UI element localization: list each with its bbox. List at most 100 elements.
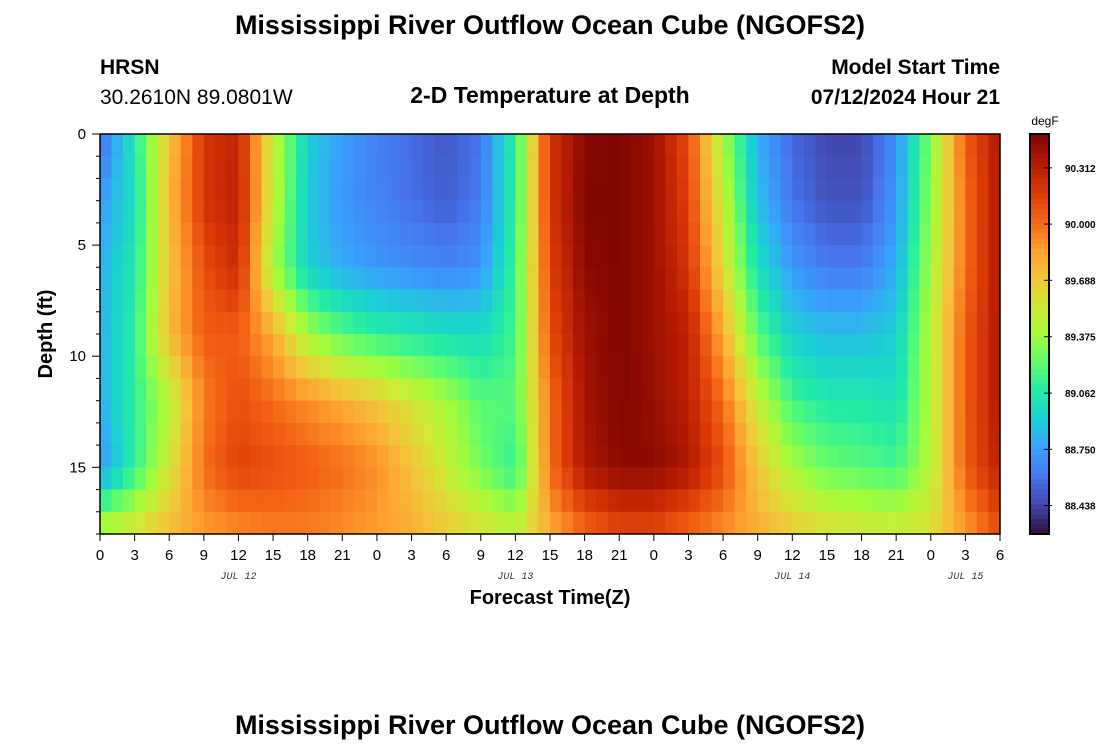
heatmap-cell: [400, 222, 413, 246]
heatmap-cell: [169, 489, 182, 513]
heatmap-cell: [134, 245, 147, 268]
heatmap-cell: [642, 267, 655, 291]
heatmap-cell: [930, 156, 943, 180]
heatmap-cell: [480, 156, 493, 180]
heatmap-cell: [192, 378, 205, 402]
heatmap-cell: [319, 445, 332, 468]
heatmap-cell: [434, 445, 447, 468]
heatmap-cell: [826, 334, 840, 357]
x-tick-label: 9: [200, 547, 208, 564]
heatmap-cell: [642, 378, 655, 402]
heatmap-cell: [238, 289, 251, 313]
heatmap-cell: [919, 245, 932, 268]
heatmap-cell: [296, 222, 309, 246]
heatmap-cell: [203, 222, 216, 246]
heatmap-cell: [942, 467, 955, 491]
heatmap-cell: [180, 467, 193, 491]
heatmap-cell: [515, 467, 528, 491]
heatmap-cell: [815, 222, 828, 246]
heatmap-cell: [503, 222, 516, 246]
heatmap-cell: [838, 289, 851, 313]
heatmap-cell: [134, 400, 147, 424]
heatmap-cell: [273, 200, 286, 224]
x-tick-label: 18: [853, 547, 870, 564]
heatmap-cell: [907, 311, 920, 335]
x-tick-label: 6: [165, 547, 173, 564]
heatmap-cell: [653, 334, 666, 357]
heatmap-cell: [215, 245, 228, 268]
heatmap-cell: [942, 378, 955, 402]
heatmap-cell: [607, 422, 620, 446]
heatmap-cell: [953, 178, 966, 202]
heatmap-cell: [919, 178, 932, 202]
heatmap-cell: [942, 311, 955, 335]
heatmap-cell: [388, 134, 401, 157]
heatmap-cell: [203, 378, 216, 402]
heatmap-cell: [457, 134, 470, 157]
heatmap-cell: [930, 222, 943, 246]
heatmap-cell: [261, 267, 274, 291]
heatmap-cell: [480, 511, 493, 534]
heatmap-cell: [573, 156, 586, 180]
x-tick-label: 0: [373, 547, 381, 564]
heatmap-cell: [976, 378, 990, 402]
heatmap-cell: [469, 356, 482, 380]
heatmap-cell: [607, 334, 620, 357]
heatmap-cell: [457, 267, 470, 291]
heatmap-cell: [873, 334, 886, 357]
heatmap-cell: [803, 178, 816, 202]
heatmap-cell: [746, 356, 759, 380]
heatmap-cell: [584, 356, 597, 380]
heatmap-cell: [180, 178, 193, 202]
heatmap-cell: [573, 422, 586, 446]
heatmap-cell: [676, 245, 690, 268]
heatmap-cell: [192, 178, 205, 202]
heatmap-cell: [561, 267, 574, 291]
heatmap-cell: [503, 422, 516, 446]
heatmap-cell: [273, 400, 286, 424]
heatmap-cell: [988, 400, 1000, 424]
heatmap-cell: [538, 334, 551, 357]
heatmap-cell: [273, 422, 286, 446]
x-tick-label: 0: [96, 547, 104, 564]
heatmap-cell: [400, 400, 413, 424]
heatmap-cell: [376, 178, 390, 202]
heatmap-cell: [607, 378, 620, 402]
heatmap-cell: [365, 245, 378, 268]
heatmap-cell: [446, 445, 459, 468]
heatmap-cell: [538, 289, 551, 313]
heatmap-cell: [480, 400, 493, 424]
colorbar-segment: [1030, 429, 1049, 435]
heatmap-cell: [342, 445, 355, 468]
heatmap-cell: [319, 334, 332, 357]
heatmap-cell: [907, 356, 920, 380]
heatmap-cell: [723, 200, 736, 224]
heatmap-cell: [873, 178, 886, 202]
heatmap-cell: [157, 200, 170, 224]
heatmap-cell: [676, 356, 690, 380]
heatmap-cell: [400, 178, 413, 202]
heatmap-cell: [676, 378, 690, 402]
heatmap-cell: [896, 422, 909, 446]
heatmap-cell: [123, 178, 136, 202]
heatmap-cell: [723, 245, 736, 268]
heatmap-cell: [100, 400, 113, 424]
heatmap-cell: [780, 222, 793, 246]
heatmap-cell: [607, 178, 620, 202]
heatmap-cell: [307, 245, 320, 268]
heatmap-cell: [861, 178, 874, 202]
heatmap-cell: [526, 445, 540, 468]
colorbar-segment: [1030, 239, 1049, 245]
heatmap-cell: [873, 356, 886, 380]
heatmap-cell: [503, 245, 516, 268]
x-day-label: JUL 14: [774, 572, 810, 583]
colorbar-segment: [1030, 334, 1049, 340]
heatmap-cell: [284, 334, 297, 357]
heatmap-cell: [700, 200, 713, 224]
heatmap-cell: [365, 156, 378, 180]
heatmap-cell: [861, 511, 874, 534]
heatmap-cell: [665, 245, 678, 268]
heatmap-cell: [342, 200, 355, 224]
heatmap-cell: [215, 289, 228, 313]
heatmap-cell: [838, 178, 851, 202]
